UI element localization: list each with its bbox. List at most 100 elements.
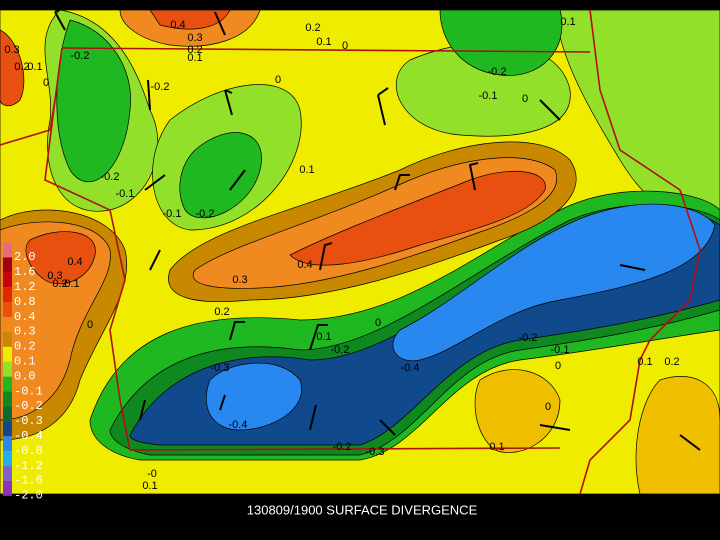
contour-label: 0.2 [664, 356, 679, 368]
wind-barb [468, 162, 479, 191]
legend-swatch [3, 451, 12, 467]
legend-swatch [3, 346, 12, 362]
legend-label: 1.6 [14, 265, 36, 279]
legend-label: -0.3 [14, 414, 43, 428]
contour-labels: 0.40.30.20.10.20.1 00.10.30.20.10-0.2-0.2… [4, 16, 679, 492]
legend-swatch [3, 331, 12, 347]
wind-barb [319, 242, 333, 271]
fill-green [179, 132, 262, 219]
contour-label: 0.1 [316, 36, 331, 48]
contour-fills [0, 9, 720, 495]
fill-blue [392, 203, 716, 362]
contour-label: -0.2 [71, 50, 90, 62]
legend-swatch [3, 257, 12, 273]
contour-label: -0.4 [401, 362, 420, 374]
contour-label: 0.1 [637, 356, 652, 368]
legend-swatch [3, 302, 12, 318]
legend-label: 0.2 [14, 340, 36, 354]
contour-label: 0.4 [297, 259, 312, 271]
contour-label: 0.3 [47, 270, 62, 282]
legend-swatch [3, 242, 12, 258]
legend-label: -0.4 [14, 429, 43, 443]
contour-label: -0.2 [151, 81, 170, 93]
border [61, 47, 591, 53]
contour-label: 0.1 [64, 278, 79, 290]
contour-label: -0.1 [479, 90, 498, 102]
wind-barb [229, 321, 245, 341]
wind-barb [619, 264, 646, 271]
contour-label: 0.1 [560, 16, 575, 28]
fill-red-orange [289, 170, 546, 266]
contour-label: -0.1 [163, 208, 182, 220]
contour-label: -0.3 [211, 362, 230, 374]
legend-label: -1.2 [14, 459, 43, 473]
contour-label: 0.2 [305, 22, 320, 34]
contour-label: -0 [147, 468, 157, 480]
contour-label: 0 [43, 77, 49, 89]
contour-label: 0 [87, 319, 93, 331]
fill-amber [635, 376, 720, 495]
contour-label: 0.2 [214, 306, 229, 318]
contour-label: 0.1 [27, 61, 42, 73]
contour-label: -0.2 [488, 66, 507, 78]
legend-label: -0.1 [14, 384, 43, 398]
legend-swatch [3, 391, 12, 407]
contour-label: 0 [555, 360, 561, 372]
contour-label: 0.1 [489, 441, 504, 453]
contour-label: -0.2 [101, 171, 120, 183]
legend-swatch [3, 421, 12, 437]
legend-label: -1.6 [14, 474, 43, 488]
contour-label: 0.4 [67, 256, 82, 268]
wind-barb [214, 11, 226, 36]
legend-swatch [3, 287, 12, 303]
legend-label: 1.2 [14, 280, 36, 294]
wind-barb [309, 404, 317, 431]
legend-swatch [3, 272, 12, 288]
contour-label: 0.1 [316, 331, 331, 343]
legend-swatch [3, 436, 12, 452]
contour-label: -0.1 [116, 188, 135, 200]
contour-label: 0.2 [52, 278, 67, 290]
contour-label: 0 [375, 317, 381, 329]
legend-swatch [3, 361, 12, 377]
map-title: 130809/1900 SURFACE DIVERGENCE [247, 502, 478, 517]
contour-label: 0.1 [299, 164, 314, 176]
fill-green [439, 9, 563, 76]
legend-label: -2.0 [14, 489, 43, 503]
legend-label: 0.0 [14, 369, 36, 383]
contour-label: -0.3 [366, 446, 385, 458]
legend-label: 0.8 [14, 295, 36, 309]
wind-barb [149, 249, 161, 271]
contour-label: -0.2 [331, 344, 350, 356]
color-legend: 2.01.61.20.80.40.30.20.10.0-0.1-0.2-0.3-… [3, 242, 43, 503]
state-borders [0, 9, 701, 495]
wind-barb [679, 434, 701, 451]
contour-label: 0.3 [187, 32, 202, 44]
contour-label: 0 [522, 93, 528, 105]
wind-barb [144, 174, 166, 191]
legend-swatch [3, 480, 12, 496]
contour-label: -0.1 [551, 344, 570, 356]
border [579, 9, 701, 495]
wind-barb [54, 7, 66, 31]
contour-label: -0.4 [229, 419, 248, 431]
legend-swatch [3, 317, 12, 332]
contour-label: 0.4 [170, 19, 185, 31]
wind-barb [147, 79, 151, 111]
legend-swatch [3, 406, 12, 422]
wind-barb [229, 169, 246, 191]
wind-barb [394, 174, 410, 191]
fill-blue [206, 362, 302, 431]
wind-barb [139, 399, 146, 421]
legend-swatch [3, 376, 12, 392]
contour-label: -0.2 [519, 332, 538, 344]
wind-barb [219, 394, 226, 411]
legend-label: 0.3 [14, 325, 36, 339]
wind-barb [379, 419, 396, 436]
wind-barbs [54, 7, 701, 451]
legend-label: 0.1 [14, 354, 36, 368]
contour-label: -0.2 [333, 441, 352, 453]
fill-red-orange [0, 29, 25, 107]
contour-label: 0.1 [187, 52, 202, 64]
